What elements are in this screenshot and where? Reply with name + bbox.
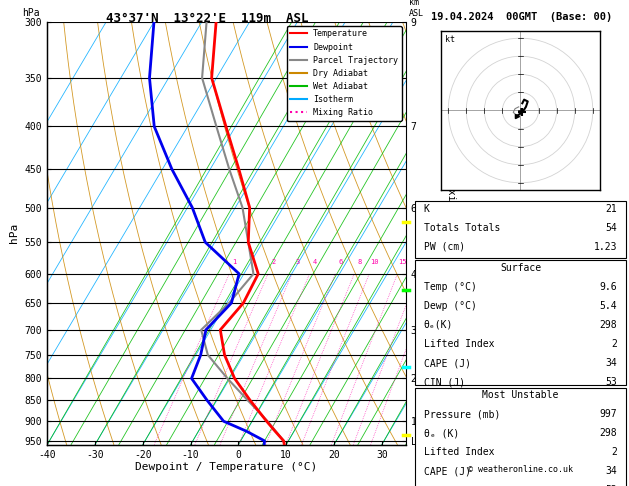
Text: 43°37'N  13°22'E  119m  ASL: 43°37'N 13°22'E 119m ASL [106, 12, 309, 25]
Text: 34: 34 [606, 466, 618, 476]
Text: Lifted Index: Lifted Index [423, 447, 494, 457]
Text: Lifted Index: Lifted Index [423, 339, 494, 349]
Text: 53: 53 [606, 377, 618, 387]
Text: 2: 2 [611, 447, 618, 457]
Text: 298: 298 [600, 320, 618, 330]
Y-axis label: Mixing Ratio (g/kg): Mixing Ratio (g/kg) [446, 177, 456, 289]
Text: Surface: Surface [500, 263, 541, 273]
Text: 4: 4 [313, 259, 317, 264]
Text: Dewp (°C): Dewp (°C) [423, 301, 476, 311]
Bar [415, 260, 626, 385]
Text: K: K [423, 204, 430, 214]
Text: hPa: hPa [22, 8, 40, 17]
Bar [415, 388, 626, 486]
Text: 6: 6 [338, 259, 343, 264]
Text: CIN (J): CIN (J) [423, 377, 465, 387]
Text: 2: 2 [611, 339, 618, 349]
Text: km
ASL: km ASL [409, 0, 425, 17]
Legend: Temperature, Dewpoint, Parcel Trajectory, Dry Adiabat, Wet Adiabat, Isotherm, Mi: Temperature, Dewpoint, Parcel Trajectory… [287, 26, 401, 121]
Text: CAPE (J): CAPE (J) [423, 466, 470, 476]
Text: 34: 34 [606, 358, 618, 368]
Text: 21: 21 [606, 204, 618, 214]
Text: 298: 298 [600, 428, 618, 438]
Text: kt: kt [445, 35, 455, 44]
Text: CAPE (J): CAPE (J) [423, 358, 470, 368]
Text: Pressure (mb): Pressure (mb) [423, 409, 500, 419]
X-axis label: Dewpoint / Temperature (°C): Dewpoint / Temperature (°C) [135, 462, 318, 472]
Bar [415, 201, 626, 258]
Text: PW (cm): PW (cm) [423, 242, 465, 252]
Text: 10: 10 [370, 259, 379, 264]
Text: 2: 2 [271, 259, 276, 264]
Text: 1: 1 [233, 259, 237, 264]
Text: 997: 997 [600, 409, 618, 419]
Text: Temp (°C): Temp (°C) [423, 282, 476, 292]
Text: 54: 54 [606, 223, 618, 233]
Text: 5.4: 5.4 [600, 301, 618, 311]
Text: 1.23: 1.23 [594, 242, 618, 252]
Text: 3: 3 [295, 259, 299, 264]
Text: 19.04.2024  00GMT  (Base: 00): 19.04.2024 00GMT (Base: 00) [431, 12, 613, 22]
Text: Totals Totals: Totals Totals [423, 223, 500, 233]
Text: 8: 8 [357, 259, 361, 264]
Text: Most Unstable: Most Unstable [482, 390, 559, 400]
Text: θₑ(K): θₑ(K) [423, 320, 453, 330]
Text: © weatheronline.co.uk: © weatheronline.co.uk [468, 465, 573, 474]
Text: 15: 15 [398, 259, 406, 264]
Text: 9.6: 9.6 [600, 282, 618, 292]
Text: θₑ (K): θₑ (K) [423, 428, 459, 438]
Y-axis label: hPa: hPa [9, 223, 19, 243]
